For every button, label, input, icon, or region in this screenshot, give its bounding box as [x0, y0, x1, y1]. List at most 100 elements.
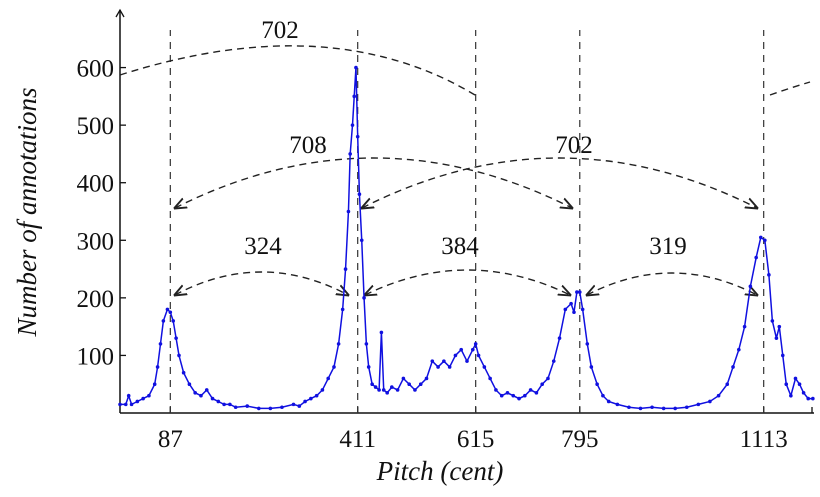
point — [362, 296, 366, 300]
point — [684, 405, 689, 410]
point — [473, 342, 478, 346]
point — [595, 382, 599, 387]
point — [370, 382, 374, 387]
point — [696, 402, 701, 407]
point — [204, 388, 209, 392]
interval-label: 384 — [441, 233, 479, 260]
point — [763, 238, 767, 243]
y-tick-label: 200 — [77, 286, 115, 313]
point — [774, 336, 779, 340]
point — [436, 365, 440, 369]
point — [193, 391, 197, 395]
y-tick-label: 600 — [77, 56, 115, 83]
point — [158, 342, 163, 346]
point — [575, 290, 579, 294]
point — [123, 402, 128, 407]
point — [320, 388, 325, 392]
point — [806, 396, 811, 401]
y-axis-arrow — [115, 8, 125, 18]
point — [459, 347, 464, 352]
x-tick-label: 615 — [457, 426, 495, 453]
point — [708, 399, 712, 404]
point — [725, 382, 730, 387]
point — [569, 301, 573, 306]
point — [314, 393, 319, 398]
point — [557, 336, 562, 340]
point — [407, 382, 411, 387]
point — [737, 347, 741, 352]
point — [511, 393, 516, 398]
point — [784, 382, 789, 387]
point — [118, 402, 122, 407]
point — [754, 255, 758, 260]
point — [165, 307, 170, 312]
point — [152, 382, 157, 387]
point — [770, 319, 775, 323]
point — [447, 365, 452, 369]
point — [650, 405, 654, 410]
point — [332, 365, 336, 369]
point — [627, 405, 631, 410]
point — [413, 388, 417, 392]
point — [401, 376, 406, 381]
point — [354, 65, 358, 70]
point — [245, 404, 250, 408]
point — [343, 267, 348, 271]
point — [572, 310, 576, 315]
point — [742, 324, 747, 329]
point — [577, 290, 582, 294]
point — [777, 324, 782, 329]
interval-arc — [119, 45, 476, 96]
point — [430, 359, 435, 363]
interval-label: 319 — [649, 233, 687, 260]
point — [385, 391, 389, 395]
point — [366, 365, 371, 369]
x-tick-label: 795 — [561, 426, 599, 453]
line — [120, 67, 813, 410]
point — [517, 396, 521, 401]
point — [346, 209, 351, 214]
point — [551, 359, 556, 363]
point — [291, 402, 296, 407]
interval-arc — [365, 269, 570, 295]
point — [673, 406, 677, 411]
point — [563, 307, 568, 312]
point — [482, 365, 487, 369]
point — [373, 385, 378, 389]
point — [181, 370, 186, 375]
point — [340, 307, 345, 312]
point — [601, 393, 605, 398]
point — [465, 359, 469, 363]
point — [585, 342, 590, 346]
interval-label: 708 — [289, 132, 327, 159]
y-tick-label: 100 — [77, 343, 115, 370]
interval-arc — [769, 81, 811, 96]
point — [494, 388, 498, 392]
point — [147, 393, 151, 398]
point — [174, 336, 178, 340]
y-tick-label: 500 — [77, 113, 115, 140]
x-axis-label: Pitch (cent) — [376, 456, 504, 486]
point — [442, 359, 446, 363]
x-tick-label: 411 — [339, 426, 376, 453]
point — [638, 406, 643, 411]
point — [303, 399, 307, 404]
point — [546, 376, 550, 381]
point — [453, 353, 458, 358]
point — [379, 330, 384, 335]
point — [505, 391, 510, 395]
point — [352, 94, 357, 99]
point — [424, 376, 429, 381]
point — [540, 382, 544, 387]
point — [395, 388, 400, 392]
interval-arc — [587, 272, 757, 295]
point — [357, 192, 362, 197]
point — [801, 391, 806, 395]
point — [216, 399, 221, 404]
point — [661, 406, 666, 411]
point — [789, 393, 793, 398]
point — [381, 388, 386, 392]
point — [268, 406, 273, 411]
x-tick-label: 87 — [158, 426, 183, 453]
